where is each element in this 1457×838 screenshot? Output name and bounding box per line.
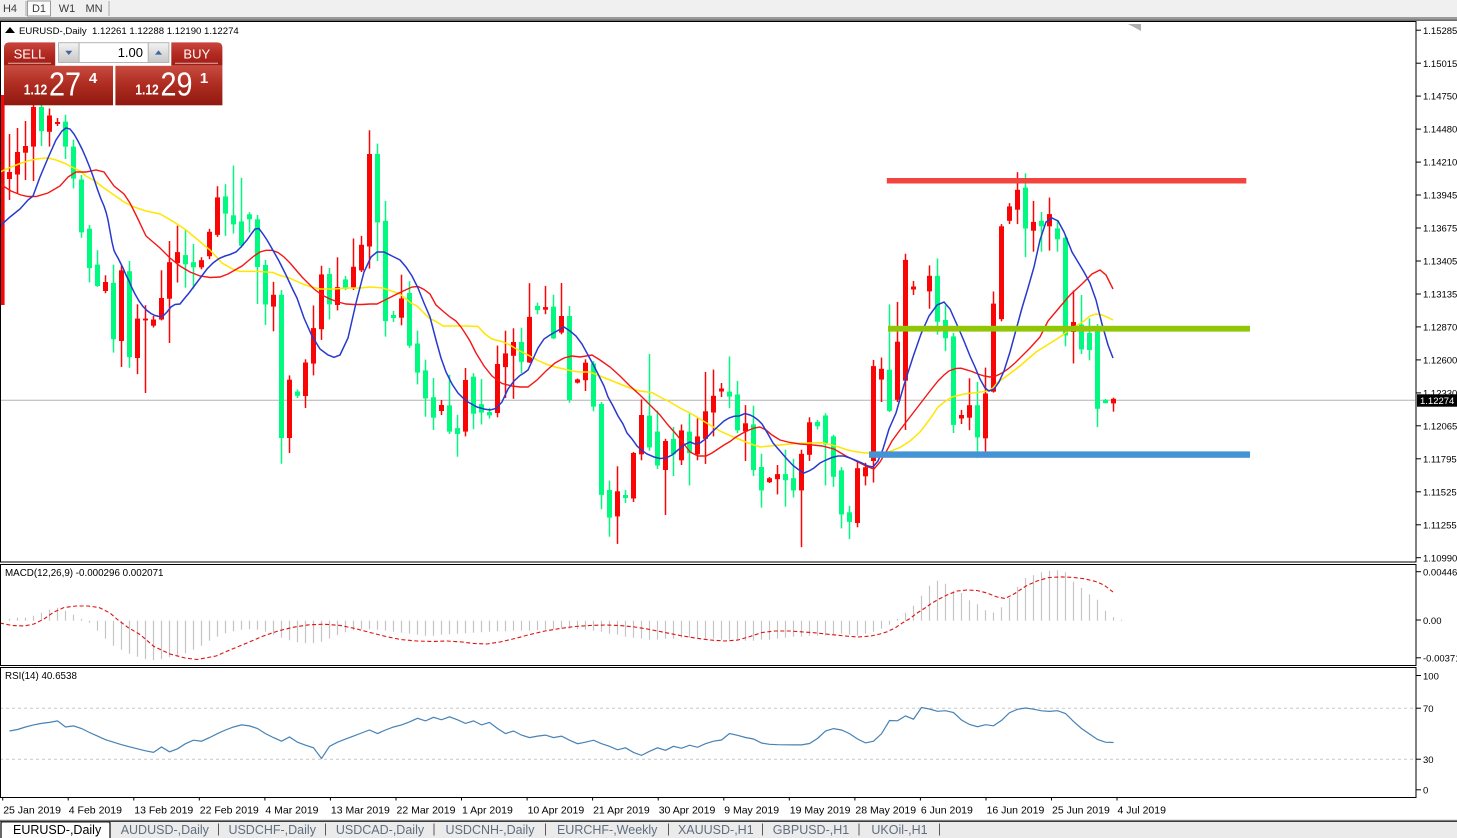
svg-text:4 Jul 2019: 4 Jul 2019 <box>1118 805 1167 817</box>
svg-text:4: 4 <box>89 70 98 87</box>
svg-text:0.00: 0.00 <box>1423 616 1442 627</box>
svg-text:1.13675: 1.13675 <box>1423 224 1457 235</box>
svg-text:1 Apr 2019: 1 Apr 2019 <box>462 805 513 817</box>
svg-text:30: 30 <box>1423 755 1434 766</box>
svg-text:1.15015: 1.15015 <box>1423 59 1457 70</box>
svg-text:1.11795: 1.11795 <box>1423 454 1457 465</box>
svg-text:4 Mar 2019: 4 Mar 2019 <box>265 805 318 817</box>
svg-text:1.12600: 1.12600 <box>1423 356 1457 367</box>
svg-text:29: 29 <box>161 66 193 103</box>
svg-text:0: 0 <box>1423 786 1428 797</box>
svg-text:USDCNH-,Daily: USDCNH-,Daily <box>446 823 536 837</box>
svg-text:UKOil-,H1: UKOil-,H1 <box>871 823 927 837</box>
svg-text:D1: D1 <box>32 3 46 15</box>
svg-text:25 Jun 2019: 25 Jun 2019 <box>1052 805 1110 817</box>
svg-text:H4: H4 <box>3 3 17 15</box>
svg-text:16 Jun 2019: 16 Jun 2019 <box>987 805 1045 817</box>
svg-text:1.13135: 1.13135 <box>1423 290 1457 301</box>
svg-text:30 Apr 2019: 30 Apr 2019 <box>659 805 716 817</box>
svg-text:W1: W1 <box>59 3 76 15</box>
svg-text:22 Feb 2019: 22 Feb 2019 <box>200 805 259 817</box>
svg-text:1.12870: 1.12870 <box>1423 323 1457 334</box>
svg-text:MN: MN <box>85 3 102 15</box>
svg-text:EURUSD-,Daily 1.12261 1.12288: EURUSD-,Daily 1.12261 1.12288 1.12190 1.… <box>19 26 239 37</box>
svg-text:1.13405: 1.13405 <box>1423 257 1457 268</box>
svg-text:4 Feb 2019: 4 Feb 2019 <box>69 805 122 817</box>
svg-text:SELL: SELL <box>14 47 46 62</box>
svg-text:XAUUSD-,H1: XAUUSD-,H1 <box>678 823 754 837</box>
svg-text:0.004465: 0.004465 <box>1423 568 1457 579</box>
svg-text:AUDUSD-,Daily: AUDUSD-,Daily <box>121 823 210 837</box>
svg-text:10 Apr 2019: 10 Apr 2019 <box>528 805 585 817</box>
svg-text:1.12330: 1.12330 <box>1423 389 1457 400</box>
svg-text:9 May 2019: 9 May 2019 <box>724 805 779 817</box>
svg-text:MACD(12,26,9) -0.000296 0.0020: MACD(12,26,9) -0.000296 0.002071 <box>5 568 164 579</box>
svg-text:21 Apr 2019: 21 Apr 2019 <box>593 805 650 817</box>
svg-text:27: 27 <box>49 66 81 103</box>
svg-text:13 Feb 2019: 13 Feb 2019 <box>134 805 193 817</box>
svg-text:1.12065: 1.12065 <box>1423 421 1457 432</box>
svg-text:GBPUSD-,H1: GBPUSD-,H1 <box>773 823 849 837</box>
svg-text:13 Mar 2019: 13 Mar 2019 <box>331 805 390 817</box>
svg-text:28 May 2019: 28 May 2019 <box>855 805 916 817</box>
svg-text:25 Jan 2019: 25 Jan 2019 <box>3 805 61 817</box>
svg-text:EURUSD-,Daily: EURUSD-,Daily <box>13 823 102 837</box>
svg-text:19 May 2019: 19 May 2019 <box>790 805 851 817</box>
svg-text:1.11255: 1.11255 <box>1423 520 1457 531</box>
svg-text:70: 70 <box>1423 704 1434 715</box>
svg-text:1.10990: 1.10990 <box>1423 553 1457 564</box>
svg-text:1.14750: 1.14750 <box>1423 92 1457 103</box>
svg-text:1.15285: 1.15285 <box>1423 26 1457 37</box>
svg-text:USDCAD-,Daily: USDCAD-,Daily <box>336 823 425 837</box>
svg-text:1.14210: 1.14210 <box>1423 158 1457 169</box>
svg-text:EURCHF-,Weekly: EURCHF-,Weekly <box>557 823 658 837</box>
svg-text:6 Jun 2019: 6 Jun 2019 <box>921 805 973 817</box>
svg-text:BUY: BUY <box>183 47 210 62</box>
svg-text:1.12274: 1.12274 <box>1420 396 1454 407</box>
svg-text:-0.003715: -0.003715 <box>1423 654 1457 665</box>
svg-text:1.11525: 1.11525 <box>1423 487 1457 498</box>
svg-text:1.00: 1.00 <box>118 45 143 60</box>
svg-text:100: 100 <box>1423 671 1439 682</box>
svg-text:1.12: 1.12 <box>135 82 159 99</box>
svg-text:1.14480: 1.14480 <box>1423 125 1457 136</box>
svg-text:1.13945: 1.13945 <box>1423 191 1457 202</box>
svg-text:1.12: 1.12 <box>24 82 48 99</box>
svg-text:22 Mar 2019: 22 Mar 2019 <box>397 805 456 817</box>
svg-text:USDCHF-,Daily: USDCHF-,Daily <box>228 823 316 837</box>
svg-text:RSI(14) 40.6538: RSI(14) 40.6538 <box>5 671 77 682</box>
svg-text:1: 1 <box>200 70 208 87</box>
